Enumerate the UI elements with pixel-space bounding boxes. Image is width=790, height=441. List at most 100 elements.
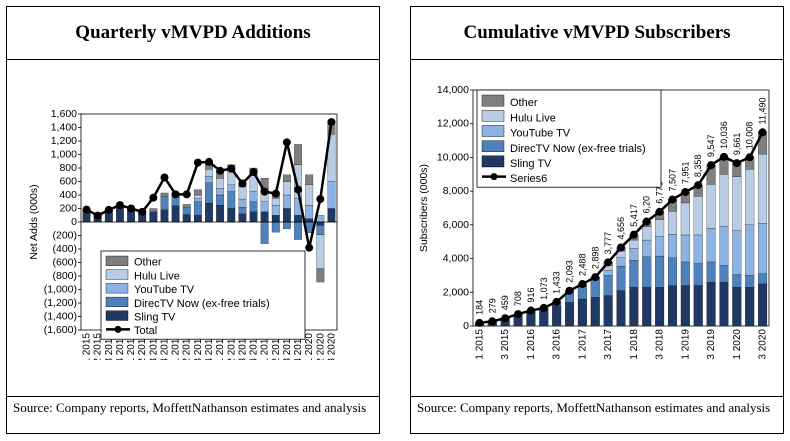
legend-label-other: Other: [134, 257, 162, 269]
y-axis-title: Subscribers (000s): [418, 164, 430, 252]
bar-sling-tv: [327, 208, 336, 223]
bar-youtube-tv: [655, 236, 665, 257]
bar-directv-now-ex-free-trials: [655, 255, 665, 288]
legend-swatch-directv-now-ex-free-trials: [481, 140, 505, 152]
bar-youtube-tv: [758, 223, 768, 274]
bar-hulu-live: [706, 184, 716, 229]
bar-sling-tv: [294, 215, 302, 223]
bar-sling-tv: [182, 214, 191, 223]
y-tick-label: (1,600): [44, 324, 77, 336]
bar-youtube-tv: [249, 191, 258, 202]
line-point: [565, 286, 574, 295]
legend-label-total: Total: [134, 325, 157, 337]
bar-sling-tv: [655, 287, 665, 327]
x-tick-label: Q1 2015: [474, 329, 485, 360]
legend-label-series6: Series6: [510, 173, 547, 185]
bar-sling-tv: [283, 208, 291, 223]
bar-other: [182, 204, 191, 208]
y-tick-label: (1,400): [44, 311, 77, 323]
bar-youtube-tv: [238, 198, 247, 208]
legend-label-other: Other: [510, 97, 538, 109]
line-point: [604, 258, 613, 267]
bar-directv-now-ex-free-trials: [732, 274, 742, 288]
y-tick-label: 0: [71, 216, 77, 228]
bar-sling-tv: [629, 287, 639, 327]
bar-other: [193, 189, 202, 196]
line-point: [138, 207, 147, 216]
y-tick-label: 200: [59, 203, 77, 215]
line-point: [160, 173, 169, 182]
data-label: 1,073: [539, 277, 549, 300]
line-point: [271, 189, 280, 198]
line-point: [115, 201, 124, 210]
line-point: [719, 152, 728, 161]
data-label: 9,547: [706, 135, 716, 158]
line-point: [629, 230, 638, 239]
line-point: [82, 205, 91, 214]
bar-sling-tv: [565, 302, 575, 327]
data-label: 2,488: [577, 254, 587, 277]
data-label: 708: [513, 291, 523, 306]
bar-hulu-live: [238, 186, 247, 200]
x-tick-label: Q3 2015: [104, 333, 115, 360]
bar-directv-now-ex-free-trials: [227, 191, 236, 209]
x-tick-label: Q2 2015: [93, 333, 104, 360]
data-label: 916: [526, 288, 536, 303]
legend-label-directv-now-ex-free-trials: DirecTV Now (ex-free trials): [510, 143, 646, 155]
line-point: [238, 179, 247, 188]
y-tick-label: 10,000: [437, 151, 469, 163]
x-tick-label: Q4 2016: [159, 333, 170, 360]
bar-youtube-tv: [283, 194, 291, 209]
x-tick-label: Q4 2018: [249, 333, 260, 360]
x-tick-label: Q1 2016: [526, 329, 537, 360]
bar-youtube-tv: [706, 228, 716, 263]
bar-other: [149, 208, 158, 212]
bar-youtube-tv: [680, 234, 690, 263]
y-tick-label: (200): [52, 230, 77, 242]
y-tick-label: 4,000: [443, 253, 469, 265]
bar-directv-now-ex-free-trials: [577, 286, 587, 300]
x-tick-label: Q2 2019: [271, 333, 282, 360]
data-label: 184: [474, 300, 484, 315]
bar-directv-now-ex-free-trials: [249, 201, 258, 212]
line-point: [93, 211, 102, 220]
bar-directv-now-ex-free-trials: [706, 261, 716, 283]
legend-box: [100, 250, 306, 340]
x-tick-label: Q1 2018: [629, 329, 640, 360]
line-point: [475, 318, 484, 327]
y-tick-label: 400: [59, 189, 77, 201]
bar-youtube-tv: [271, 205, 280, 216]
bar-directv-now-ex-free-trials: [590, 279, 600, 298]
bar-youtube-tv: [629, 248, 639, 261]
bar-sling-tv: [693, 285, 703, 327]
bar-youtube-tv: [327, 181, 336, 209]
legend-swatch-sling-tv: [481, 155, 505, 168]
x-tick-label: Q3 2020: [758, 329, 769, 360]
bar-hulu-live: [655, 219, 665, 237]
bar-youtube-tv: [205, 175, 213, 183]
legend-label-hulu-live: Hulu Live: [510, 112, 556, 124]
line-point: [488, 317, 497, 326]
line-point: [578, 280, 587, 289]
bar-sling-tv: [193, 215, 202, 223]
bar-sling-tv: [249, 211, 258, 223]
bar-hulu-live: [642, 226, 652, 241]
bar-hulu-live: [305, 184, 314, 206]
line-point: [182, 190, 191, 199]
x-tick-label: Q1 2019: [260, 333, 271, 360]
bar-sling-tv: [719, 282, 729, 327]
bar-sling-tv: [149, 211, 158, 223]
bar-youtube-tv: [642, 239, 652, 258]
source-note: Source: Company reports, MoffettNathanso…: [411, 396, 783, 433]
y-tick-label: 1,000: [51, 149, 77, 161]
bar-hulu-live: [732, 176, 742, 231]
data-label: 10,036: [719, 121, 729, 149]
line-point: [526, 306, 535, 315]
x-tick-label: Q4 2017: [204, 333, 215, 360]
cumulative-subscribers-chart: 0 2,000 4,000 6,000 8,000 10,000 12,000 14,000 S…: [418, 84, 770, 360]
data-label: 7,951: [680, 161, 690, 184]
bar-directv-now-ex-free-trials: [642, 256, 652, 288]
bar-hulu-live: [758, 153, 768, 224]
line-point: [249, 168, 258, 177]
bar-directv-now-ex-free-trials: [758, 273, 768, 284]
